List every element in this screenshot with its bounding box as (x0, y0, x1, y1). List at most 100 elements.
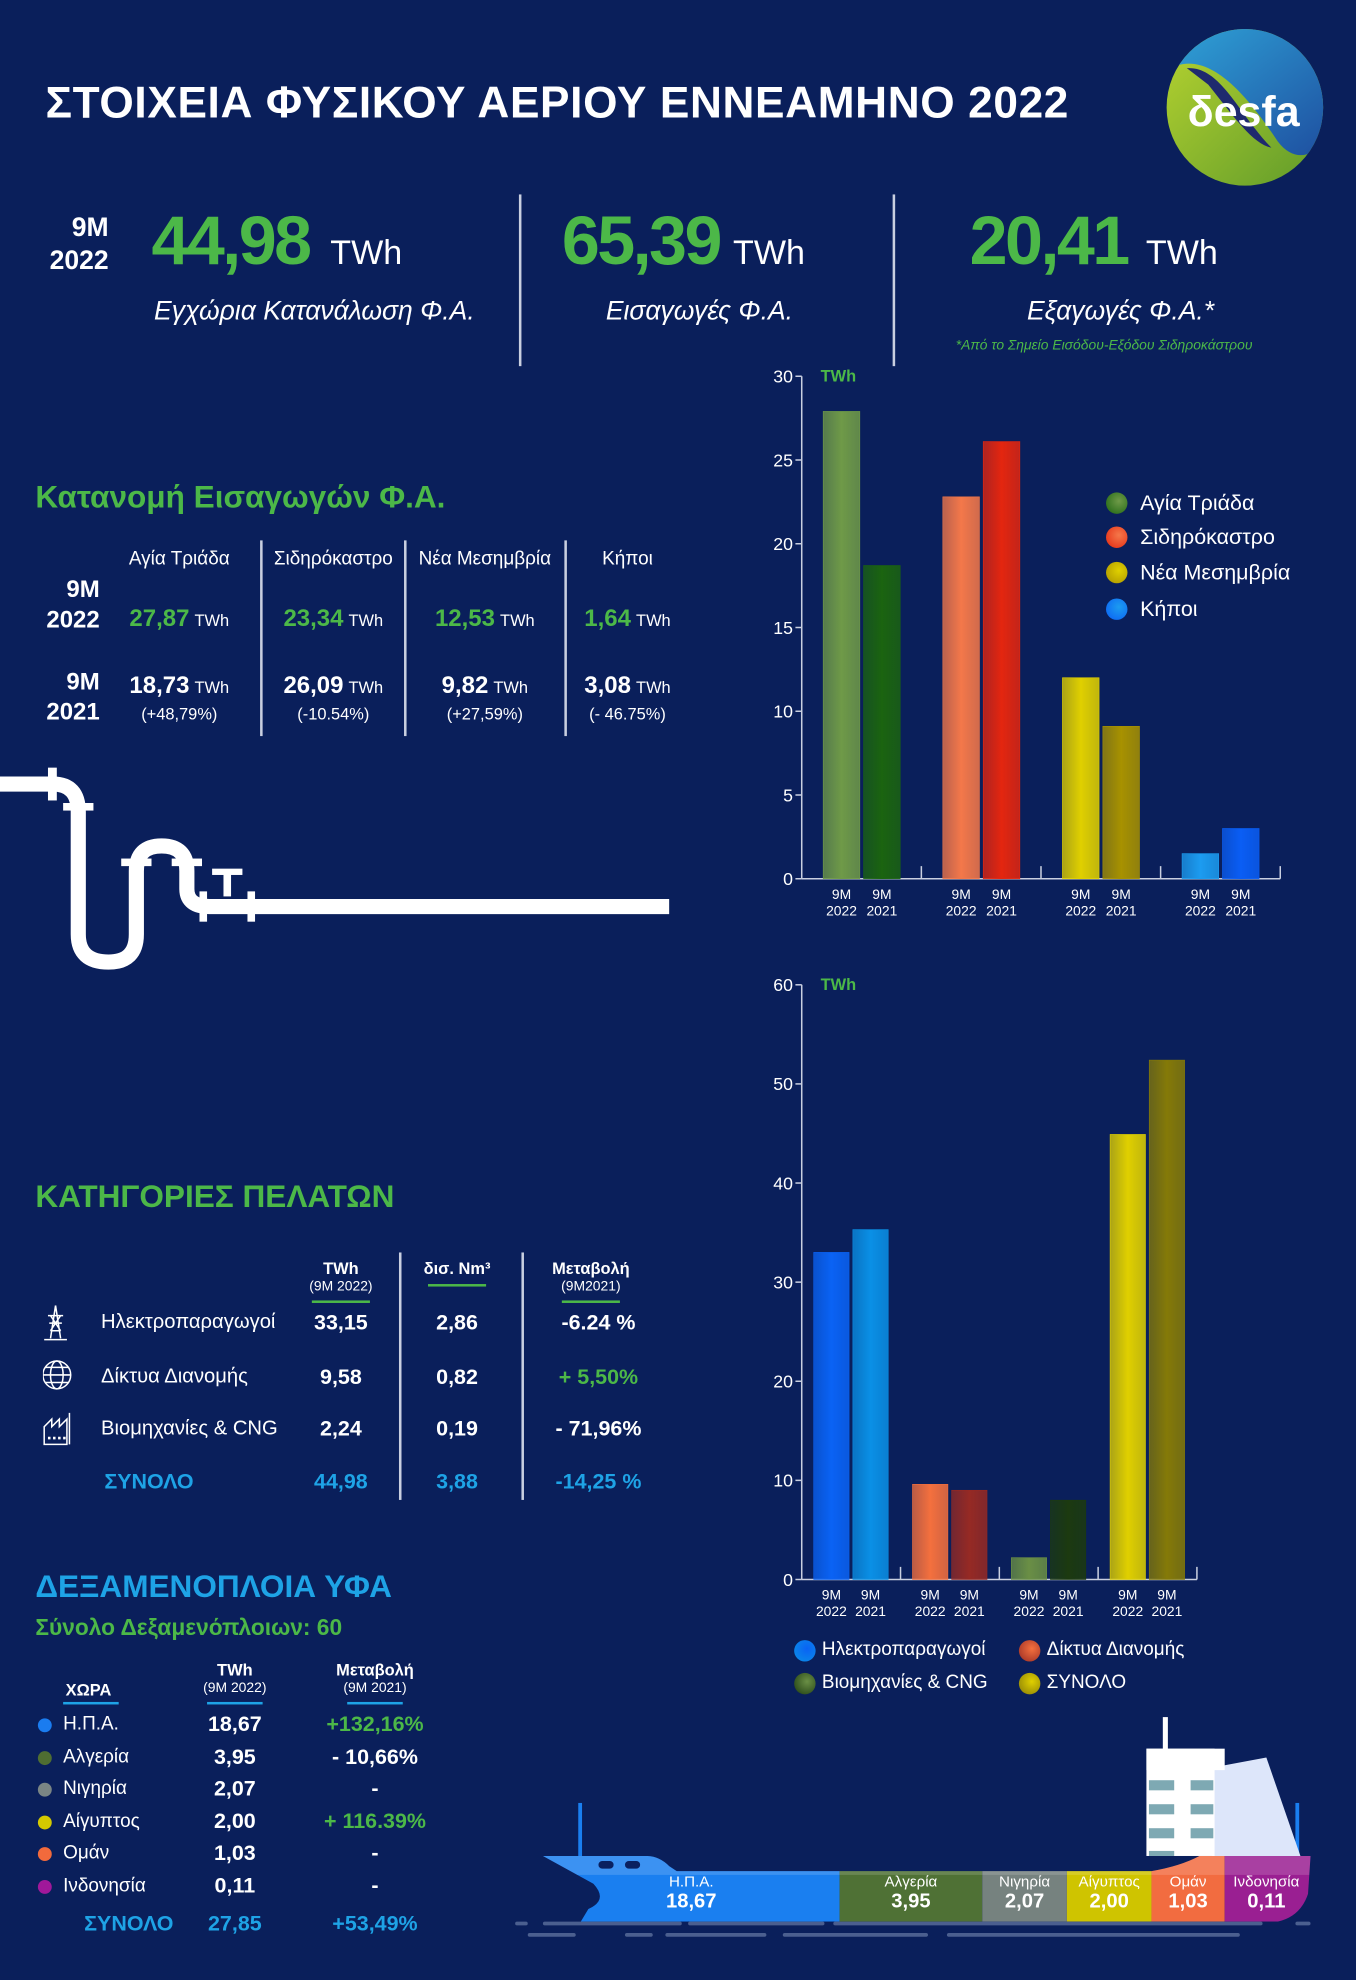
lng-twh: 0,11 (214, 1873, 256, 1898)
customer-change: + 5,50% (558, 1364, 639, 1389)
lng-total-label: ΣΥΝΟΛΟ (84, 1911, 174, 1936)
customer-twh: 9,58 (320, 1364, 362, 1389)
legend-label: Σιδηρόκαστρο (1140, 525, 1275, 550)
bar-2021 (1222, 828, 1260, 880)
legend-label: Κήποι (1140, 597, 1198, 622)
x-tick-label: 9M (872, 886, 891, 902)
header-main: Μεταβολή (552, 1258, 630, 1278)
ship-segment-value: 0,11 (1247, 1891, 1286, 1913)
row-label-l2: 2022 (46, 607, 100, 634)
x-tick-label: 2022 (816, 1603, 847, 1619)
imports-change: (-10.54%) (297, 704, 370, 724)
imports-value-2022: 27,87 TWh (129, 606, 229, 634)
customers-total-label: ΣΥΝΟΛΟ (104, 1469, 194, 1494)
x-tick-label: 2021 (866, 902, 897, 918)
factory-icon (43, 1412, 71, 1446)
kpi-imports: 65,39 TWh (562, 202, 805, 280)
y-tick-label: 50 (773, 1074, 793, 1094)
header-main: δισ. Nm³ (423, 1258, 491, 1278)
kpi-label: Εγχώρια Κατανάλωση Φ.Α. (154, 296, 475, 326)
kpi-unit: TWh (1145, 233, 1218, 272)
bar-2022 (942, 496, 980, 880)
y-tick-label: 10 (773, 702, 793, 722)
lng-twh: 1,03 (213, 1840, 256, 1865)
y-tick-label: 60 (773, 975, 793, 995)
unit: TWh (636, 678, 671, 697)
lng-country: Ομάν (63, 1842, 110, 1864)
logo-text: δesfa (1188, 88, 1301, 136)
customer-twh: 2,24 (320, 1416, 362, 1441)
customer-change: -6.24 % (561, 1310, 636, 1335)
customers-column-header: TWh (9M 2022) (309, 1259, 372, 1297)
ship-segment-label: Η.Π.Α. (668, 1872, 714, 1891)
lng-country: Νιγηρία (63, 1777, 127, 1800)
country-color-dot (37, 1751, 52, 1766)
lng-total-twh: 27,85 (207, 1911, 262, 1936)
customers-column-header: Μεταβολή (9M2021) (552, 1259, 630, 1297)
bar-2021 (1050, 1499, 1087, 1580)
imports-change: (- 46.75%) (589, 704, 666, 724)
customer-nm3: 0,19 (436, 1416, 478, 1441)
value: 9,82 (441, 672, 489, 700)
legend-swatch (1018, 1672, 1041, 1695)
legend-label: Ηλεκτροπαραγωγοί (821, 1638, 986, 1661)
divider (518, 194, 521, 367)
customer-category-label: Βιομηχανίες & CNG (101, 1417, 278, 1440)
globe-network-icon (42, 1360, 72, 1390)
y-tick-label: 20 (773, 534, 793, 554)
ship-segment-value: 2,00 (1089, 1891, 1129, 1913)
power-tower-icon (44, 1305, 67, 1341)
y-tick-label: 30 (773, 1272, 793, 1292)
lng-change: + 116.39% (323, 1809, 427, 1834)
unit: TWh (500, 611, 535, 631)
y-tick-label: 0 (783, 869, 793, 889)
y-tick-label: 10 (773, 1471, 793, 1491)
lng-total-change: +53,49% (332, 1911, 418, 1936)
kpi-unit: TWh (330, 233, 403, 272)
ship-segment-label: Νιγηρία (999, 1872, 1051, 1891)
lng-header-country: ΧΩΡΑ (65, 1680, 112, 1700)
customer-twh: 33,15 (314, 1310, 368, 1335)
imports-value-2021: 3,08 TWh (584, 673, 670, 701)
kpi-value: 20,41 (969, 203, 1131, 280)
legend-label: Δίκτυα Διανομής (1046, 1638, 1185, 1661)
lng-change: - (371, 1776, 379, 1801)
x-tick-label: 9M (1191, 886, 1210, 902)
legend-label: ΣΥΝΟΛΟ (1046, 1671, 1127, 1694)
underline (428, 1284, 487, 1287)
lng-header-twh-sub: (9M 2022) (203, 1680, 267, 1696)
x-tick-label: 9M (822, 1587, 841, 1603)
imports-title: Κατανομή Εισαγωγών Φ.Α. (35, 479, 446, 516)
y-axis-unit: TWh (821, 976, 857, 994)
ship-mast (1295, 1802, 1300, 1859)
value: 23,34 (283, 606, 344, 633)
bar-2022 (822, 411, 861, 880)
unit: TWh (636, 611, 671, 631)
y-axis-unit: TWh (821, 367, 857, 385)
legend-swatch (1106, 561, 1128, 584)
divider (404, 540, 406, 737)
lng-header-change: Μεταβολή (336, 1660, 414, 1680)
legend-swatch (1018, 1640, 1041, 1662)
x-tick-label: 9M (992, 886, 1011, 902)
desfa-logo: δesfa (1166, 29, 1324, 186)
x-tick-label: 2022 (1185, 902, 1216, 918)
lng-twh: 18,67 (207, 1712, 262, 1737)
row-label-l1: 9M (66, 576, 100, 604)
ship-segment-value: 18,67 (665, 1891, 717, 1913)
value: 1,64 (584, 606, 631, 633)
bar-2021 (982, 441, 1021, 880)
row-label-l1: 9M (66, 669, 100, 696)
y-tick-label: 15 (773, 618, 793, 638)
x-tick-label: 2021 (1151, 1603, 1182, 1619)
bar-2021 (1148, 1059, 1185, 1580)
ship-segment-value: 2,07 (1004, 1891, 1045, 1913)
y-tick-label: 40 (773, 1173, 793, 1193)
ship-segment-value: 1,03 (1168, 1891, 1208, 1913)
kpi-label: Εξαγωγές Φ.Α.* (1026, 296, 1215, 326)
value: 27,87 (129, 606, 190, 633)
imports-column-header: Σιδηρόκαστρο (273, 547, 393, 570)
x-tick-label: 2022 (915, 1603, 946, 1619)
x-tick-label: 9M (951, 886, 970, 902)
